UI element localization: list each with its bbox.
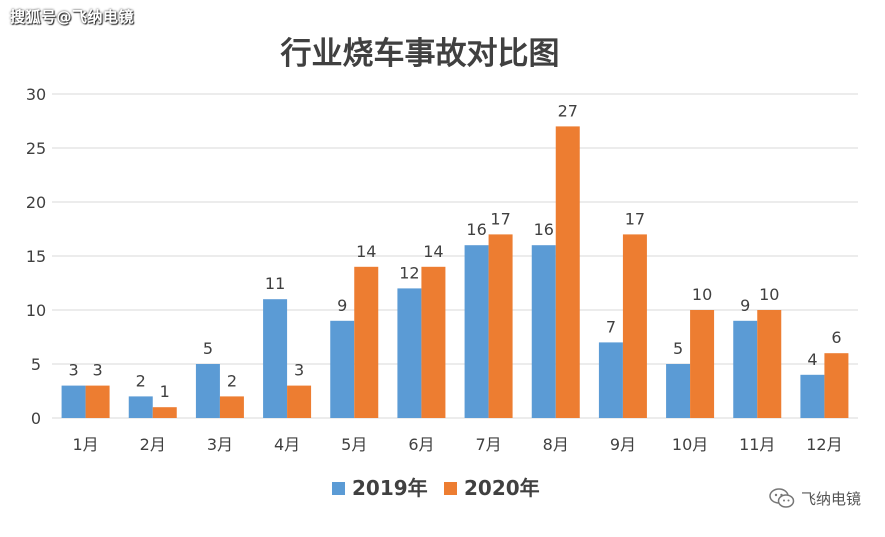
bar-2020 [85,385,110,418]
bar-2020 [555,126,580,419]
data-label: 9 [337,296,347,315]
bar-2020 [824,353,849,418]
y-tick-label: 5 [31,355,41,374]
bar-2020 [287,385,312,418]
bar-2019 [733,320,758,418]
bar-2019 [61,385,86,418]
data-label: 6 [831,328,841,347]
y-tick-label: 0 [31,409,41,428]
x-tick-label: 11月 [739,435,775,454]
bar-2020 [690,310,715,418]
y-tick-label: 20 [26,193,46,212]
legend-swatch [332,482,345,495]
bar-2020 [757,310,782,418]
watermark-top: 搜狐号@飞纳电镜 [10,8,135,26]
y-tick-label: 10 [26,301,46,320]
bar-2019 [330,320,355,418]
data-label: 4 [807,350,817,369]
x-tick-label: 12月 [806,435,842,454]
bar-2019 [464,245,489,418]
bar-2019 [397,288,422,418]
data-label: 5 [203,339,213,358]
data-label: 10 [692,285,712,304]
data-label: 3 [294,361,304,380]
bar-2019 [666,364,691,418]
wechat-icon [769,488,795,508]
data-label: 17 [625,209,645,228]
x-tick-label: 6月 [408,435,434,454]
x-tick-label: 10月 [672,435,708,454]
data-label: 2 [136,371,146,390]
bar-2020 [354,266,379,418]
data-label: 16 [466,220,486,239]
y-axis-ticks: 0 5 10 15 20 25 30 [26,85,46,428]
data-label: 10 [759,285,779,304]
data-label: 3 [68,361,78,380]
y-tick-label: 25 [26,139,46,158]
data-label: 12 [399,263,419,282]
watermark-bottom: 飞纳电镜 [769,487,861,509]
x-tick-label: 8月 [543,435,569,454]
data-label: 14 [356,242,376,261]
chart-title: 行业烧车事故对比图 [280,36,560,72]
y-tick-label: 15 [26,247,46,266]
x-axis-ticks: 1月 2月 3月 4月 5月 6月 7月 8月 9月 10月 11月 12月 [72,435,842,454]
y-tick-label: 30 [26,85,46,104]
bar-2020 [219,396,244,418]
data-label: 16 [534,220,554,239]
x-tick-label: 3月 [207,435,233,454]
data-label: 3 [92,361,102,380]
legend-swatch [444,482,457,495]
data-label: 14 [423,242,443,261]
data-label: 5 [673,339,683,358]
x-tick-label: 5月 [341,435,367,454]
bar-2019 [128,396,153,418]
watermark-bottom-text: 飞纳电镜 [800,489,861,508]
data-label: 2 [227,371,237,390]
bar-2020 [622,234,647,418]
bar-2020 [488,234,513,418]
bar-2019 [531,245,556,418]
bar-2020 [421,266,446,418]
grid-lines [52,93,858,419]
legend: 2019年 2020年 [332,476,540,500]
x-tick-label: 9月 [610,435,636,454]
legend-label: 2019年 [352,476,428,500]
data-label: 11 [265,274,285,293]
x-tick-label: 2月 [140,435,166,454]
data-label: 1 [160,382,170,401]
bar-2019 [598,342,623,418]
bar-2019 [263,299,288,418]
x-tick-label: 7月 [475,435,501,454]
bars [61,126,849,419]
x-tick-label: 4月 [274,435,300,454]
data-label: 27 [558,101,578,120]
x-tick-label: 1月 [72,435,98,454]
bar-2020 [152,407,177,418]
data-label: 7 [606,317,616,336]
bar-2019 [195,364,220,418]
bar-2019 [800,374,825,418]
legend-label: 2020年 [464,476,540,500]
data-label: 9 [740,296,750,315]
data-label: 17 [490,209,510,228]
